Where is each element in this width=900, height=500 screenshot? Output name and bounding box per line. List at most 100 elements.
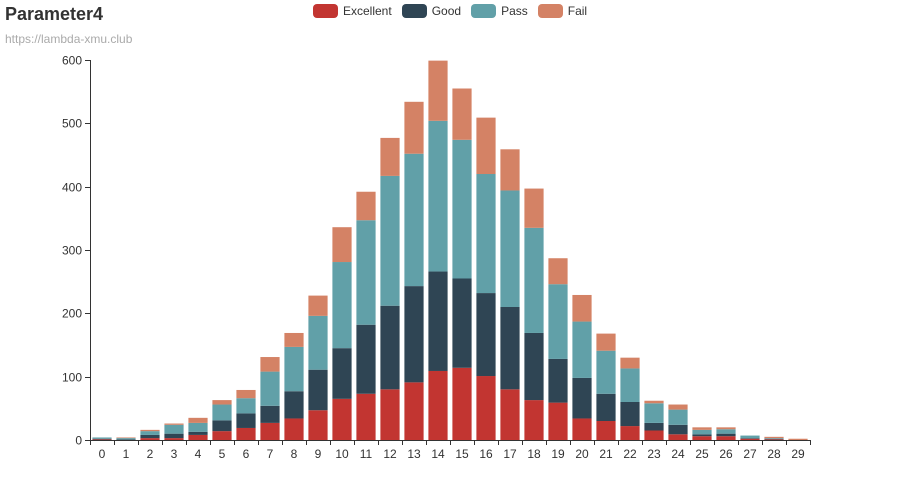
bar-segment[interactable] (548, 358, 568, 403)
bar-segment[interactable] (764, 436, 784, 439)
bar-segment[interactable] (764, 438, 784, 440)
bar-segment[interactable] (308, 295, 328, 316)
bar-segment[interactable] (212, 404, 232, 421)
bar-segment[interactable] (740, 438, 760, 440)
bar-segment[interactable] (620, 368, 640, 402)
bar-segment[interactable] (116, 439, 136, 440)
bar-segment[interactable] (164, 423, 184, 425)
bar-segment[interactable] (452, 139, 472, 279)
bar-segment[interactable] (332, 227, 352, 263)
bar-segment[interactable] (92, 438, 112, 440)
bar-segment[interactable] (428, 120, 448, 272)
bar-segment[interactable] (716, 429, 736, 434)
bar-segment[interactable] (236, 413, 256, 428)
bar-segment[interactable] (164, 433, 184, 439)
bar-segment[interactable] (428, 271, 448, 371)
legend-item-excellent[interactable]: Excellent (313, 4, 392, 18)
bar-segment[interactable] (140, 434, 160, 439)
bar-segment[interactable] (524, 188, 544, 228)
bar-segment[interactable] (572, 321, 592, 378)
bar-segment[interactable] (260, 357, 280, 372)
bar-segment[interactable] (164, 438, 184, 440)
bar-segment[interactable] (500, 149, 520, 191)
bar-segment[interactable] (380, 137, 400, 176)
bar-segment[interactable] (476, 293, 496, 377)
bar-segment[interactable] (476, 117, 496, 174)
bar-segment[interactable] (668, 404, 688, 410)
bar-segment[interactable] (212, 431, 232, 440)
bar-segment[interactable] (572, 294, 592, 322)
bar-segment[interactable] (692, 429, 712, 435)
bar-segment[interactable] (644, 403, 664, 423)
bar-segment[interactable] (548, 258, 568, 285)
bar-segment[interactable] (92, 437, 112, 439)
bar-segment[interactable] (212, 400, 232, 405)
bar-segment[interactable] (308, 315, 328, 370)
bar-segment[interactable] (308, 410, 328, 440)
bar-segment[interactable] (356, 324, 376, 394)
bar-segment[interactable] (236, 389, 256, 399)
bar-segment[interactable] (596, 421, 616, 440)
bar-segment[interactable] (716, 436, 736, 440)
bar-segment[interactable] (332, 262, 352, 349)
bar-segment[interactable] (284, 391, 304, 419)
bar-segment[interactable] (188, 422, 208, 432)
bar-segment[interactable] (764, 438, 784, 439)
bar-segment[interactable] (740, 438, 760, 439)
bar-segment[interactable] (716, 427, 736, 430)
bar-segment[interactable] (236, 398, 256, 414)
bar-segment[interactable] (164, 424, 184, 434)
bar-segment[interactable] (668, 434, 688, 440)
bar-segment[interactable] (284, 346, 304, 392)
bar-segment[interactable] (620, 426, 640, 440)
bar-segment[interactable] (524, 400, 544, 440)
bar-segment[interactable] (668, 424, 688, 435)
bar-segment[interactable] (188, 417, 208, 423)
bar-segment[interactable] (356, 393, 376, 440)
bar-segment[interactable] (668, 409, 688, 425)
bar-segment[interactable] (452, 278, 472, 368)
bar-segment[interactable] (140, 429, 160, 432)
bar-segment[interactable] (284, 418, 304, 440)
bar-segment[interactable] (380, 305, 400, 390)
bar-segment[interactable] (260, 371, 280, 406)
bar-segment[interactable] (116, 437, 136, 439)
bar-segment[interactable] (380, 175, 400, 306)
bar-segment[interactable] (524, 227, 544, 333)
bar-segment[interactable] (500, 190, 520, 307)
bar-segment[interactable] (332, 398, 352, 440)
bar-segment[interactable] (212, 420, 232, 432)
bar-segment[interactable] (596, 333, 616, 351)
bar-segment[interactable] (404, 101, 424, 154)
bar-segment[interactable] (452, 367, 472, 440)
bar-segment[interactable] (644, 400, 664, 404)
bar-segment[interactable] (332, 348, 352, 399)
bar-segment[interactable] (140, 438, 160, 440)
bar-segment[interactable] (452, 88, 472, 140)
bar-segment[interactable] (380, 389, 400, 440)
bar-segment[interactable] (116, 438, 136, 440)
bar-segment[interactable] (692, 436, 712, 440)
bar-segment[interactable] (308, 369, 328, 411)
bar-segment[interactable] (788, 438, 808, 440)
bar-segment[interactable] (572, 418, 592, 440)
bar-segment[interactable] (404, 382, 424, 440)
bar-segment[interactable] (548, 284, 568, 359)
bar-segment[interactable] (524, 332, 544, 401)
bar-segment[interactable] (260, 405, 280, 423)
bar-segment[interactable] (356, 191, 376, 221)
bar-segment[interactable] (764, 439, 784, 440)
legend-item-fail[interactable]: Fail (537, 4, 587, 18)
legend-item-good[interactable]: Good (401, 4, 461, 18)
bar-segment[interactable] (476, 174, 496, 294)
bar-segment[interactable] (404, 153, 424, 287)
bar-segment[interactable] (620, 357, 640, 369)
bar-segment[interactable] (284, 332, 304, 347)
bar-segment[interactable] (548, 402, 568, 440)
bar-segment[interactable] (596, 393, 616, 421)
bar-segment[interactable] (428, 370, 448, 440)
bar-segment[interactable] (644, 422, 664, 431)
bar-segment[interactable] (428, 60, 448, 121)
bar-segment[interactable] (572, 377, 592, 419)
bar-segment[interactable] (404, 286, 424, 383)
